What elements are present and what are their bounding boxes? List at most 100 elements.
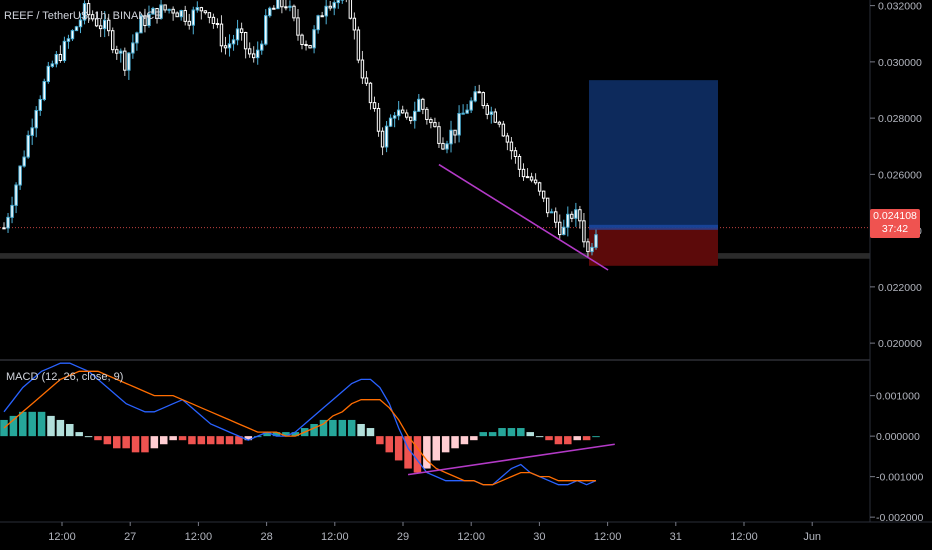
bar-countdown: 37:42 — [881, 223, 909, 235]
candle-body — [525, 176, 530, 179]
candle-body — [58, 53, 63, 62]
candle-body — [554, 211, 558, 223]
candle-body — [10, 204, 14, 218]
time-axis[interactable]: 12:00 27 12:00 28 12:00 29 12:00 30 12:00 31 12:00… — [48, 522, 821, 543]
current-price-tag: 0.024108 37:42 — [870, 209, 920, 238]
candle-body — [356, 29, 361, 61]
candle-body — [219, 23, 224, 47]
macd-axis[interactable]: 0.001000 0.000000 -0.001000 -0.002000 — [870, 391, 923, 525]
symbol-title[interactable]: REEF / TetherUS, 1h, BINANCE — [4, 10, 162, 22]
candle-body — [336, 0, 340, 4]
candle-body — [433, 122, 437, 128]
macd-histogram-bar — [432, 436, 441, 461]
macd-histogram-bar — [244, 436, 253, 441]
macd-histogram-bar — [394, 436, 403, 461]
entry-level[interactable] — [589, 224, 718, 230]
profit-zone[interactable] — [589, 80, 718, 228]
candle-body — [558, 221, 562, 236]
macd-histogram-bar — [498, 428, 506, 437]
macd-histogram-bar — [37, 411, 46, 437]
candle-body — [489, 111, 494, 115]
macd-histogram-bar — [517, 428, 525, 437]
candle-body — [320, 15, 324, 18]
loss-zone[interactable] — [589, 227, 718, 266]
candle-body — [296, 17, 300, 36]
candle-body — [90, 14, 95, 20]
macd-trend-line-segment[interactable] — [407, 443, 615, 476]
candle-body — [163, 4, 167, 11]
candle-body — [264, 15, 268, 45]
macd-histogram-bar — [338, 419, 347, 437]
trend-line-segment[interactable] — [438, 163, 609, 271]
candle-body — [582, 220, 586, 243]
candle-body — [449, 129, 453, 145]
candle-body — [94, 18, 99, 27]
macd-tick-label: 0.000000 — [876, 431, 920, 443]
time-tick-label: 12:00 — [730, 531, 758, 543]
candle-body — [211, 16, 216, 25]
macd-indicator-label[interactable]: MACD (12, 26, close, 9) — [6, 371, 124, 383]
candle-body — [26, 134, 30, 158]
macd-histogram-bar — [291, 432, 300, 437]
candle-body — [400, 109, 405, 114]
macd-histogram-bar — [131, 436, 140, 453]
macd-histogram-bar — [573, 436, 581, 441]
macd-histogram-bar — [479, 432, 487, 437]
candle-body — [396, 109, 401, 117]
candle-body — [151, 7, 155, 15]
candle-body — [268, 7, 272, 17]
candle-body — [251, 53, 256, 59]
candle-body — [239, 28, 244, 34]
macd-histogram-bar — [507, 428, 516, 437]
time-tick-label: 30 — [533, 531, 545, 543]
candle-body — [115, 49, 119, 54]
candle-body — [171, 8, 175, 14]
candle-body — [368, 82, 373, 104]
macd-histogram-bar — [554, 436, 563, 445]
candle-body — [18, 165, 22, 186]
macd-histogram-bar — [272, 432, 281, 437]
candle-body — [231, 39, 236, 45]
candle-body — [280, 0, 284, 8]
candle-body — [586, 241, 590, 253]
price-tick-label: 0.020000 — [878, 338, 922, 350]
candle-body — [384, 125, 389, 148]
macd-histogram-bar — [169, 436, 177, 441]
candle-body — [509, 141, 514, 152]
candle-body — [352, 17, 357, 31]
macd-histogram-bar — [150, 436, 159, 449]
candle-body — [50, 63, 55, 67]
candle-body — [207, 12, 212, 18]
price-trend-line[interactable] — [438, 163, 609, 271]
macd-histogram-bar — [122, 436, 130, 449]
candle-body — [308, 44, 312, 49]
candle-body — [348, 0, 353, 19]
macd-histogram-bar — [66, 423, 74, 437]
candle-body — [501, 123, 506, 137]
macd-histogram-bar — [103, 436, 112, 445]
macd-pane — [0, 362, 600, 486]
candle-body — [517, 155, 522, 170]
macd-histogram-bar — [413, 436, 422, 473]
candle-body — [300, 34, 304, 46]
macd-histogram-bar — [535, 436, 544, 438]
candle-body — [272, 7, 276, 10]
macd-histogram-bar — [216, 436, 224, 445]
macd-histogram-bar — [9, 415, 18, 437]
long-position-tool[interactable] — [589, 80, 718, 266]
time-tick-label: 12:00 — [457, 531, 485, 543]
macd-trend-line[interactable] — [407, 443, 615, 476]
candle-body — [139, 15, 143, 34]
macd-histogram-bar — [310, 423, 318, 437]
macd-histogram-bar — [188, 436, 196, 445]
macd-histogram-bar — [329, 419, 337, 437]
candle-body — [22, 156, 26, 167]
macd-histogram-bar — [366, 428, 375, 437]
candle-body — [513, 150, 518, 157]
candle-body — [380, 130, 385, 148]
candle-body — [505, 135, 510, 143]
macd-histogram-bar — [75, 432, 83, 437]
candle-body — [199, 7, 204, 12]
candle-body — [328, 5, 332, 9]
